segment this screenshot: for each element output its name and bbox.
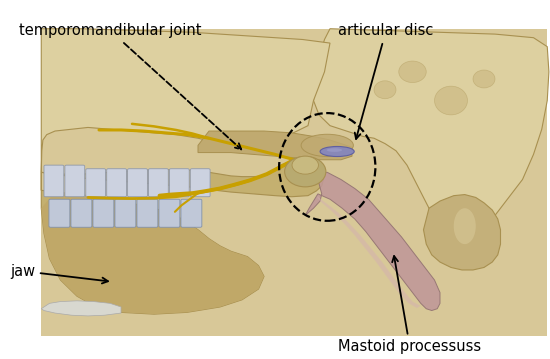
Ellipse shape xyxy=(301,134,353,157)
FancyBboxPatch shape xyxy=(159,199,180,227)
Ellipse shape xyxy=(327,148,342,152)
FancyBboxPatch shape xyxy=(169,169,189,197)
FancyBboxPatch shape xyxy=(181,199,202,227)
FancyBboxPatch shape xyxy=(128,169,147,197)
FancyBboxPatch shape xyxy=(71,199,92,227)
FancyBboxPatch shape xyxy=(107,169,126,197)
FancyBboxPatch shape xyxy=(41,29,547,336)
Polygon shape xyxy=(41,192,264,336)
Polygon shape xyxy=(305,172,440,311)
FancyBboxPatch shape xyxy=(190,169,210,197)
FancyBboxPatch shape xyxy=(65,165,85,197)
Polygon shape xyxy=(41,161,323,314)
FancyBboxPatch shape xyxy=(44,165,64,197)
Polygon shape xyxy=(316,196,421,308)
Polygon shape xyxy=(198,131,352,160)
FancyBboxPatch shape xyxy=(115,199,136,227)
Ellipse shape xyxy=(292,156,318,174)
FancyBboxPatch shape xyxy=(148,169,168,197)
Text: Mastoid processuss: Mastoid processuss xyxy=(338,256,481,354)
Ellipse shape xyxy=(434,86,468,115)
Polygon shape xyxy=(424,195,500,270)
Text: jaw: jaw xyxy=(10,264,108,284)
Ellipse shape xyxy=(374,81,396,99)
FancyBboxPatch shape xyxy=(49,199,70,227)
Ellipse shape xyxy=(473,70,495,88)
Ellipse shape xyxy=(454,208,476,244)
Text: articular disc: articular disc xyxy=(338,23,433,139)
Ellipse shape xyxy=(320,146,354,157)
Ellipse shape xyxy=(285,157,326,187)
Text: temporomandibular joint: temporomandibular joint xyxy=(19,23,241,149)
FancyBboxPatch shape xyxy=(93,199,114,227)
FancyBboxPatch shape xyxy=(86,169,106,197)
Polygon shape xyxy=(41,29,330,172)
Polygon shape xyxy=(314,29,549,233)
Polygon shape xyxy=(41,301,121,316)
FancyBboxPatch shape xyxy=(137,199,158,227)
Ellipse shape xyxy=(399,61,426,83)
